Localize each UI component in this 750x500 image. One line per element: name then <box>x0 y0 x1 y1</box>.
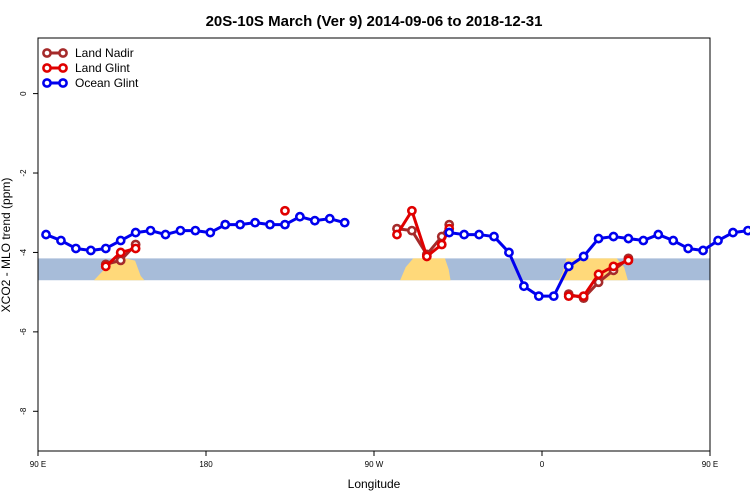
legend-swatch-point <box>58 48 68 58</box>
data-point <box>504 247 514 258</box>
legend-swatch-point <box>42 48 52 58</box>
y-tick-label: -6 <box>19 328 28 336</box>
data-point <box>668 235 679 246</box>
data-point <box>160 229 171 240</box>
data-point <box>100 261 111 272</box>
x-tick-label: 90 W <box>365 460 384 469</box>
series-ocean-glint <box>41 211 750 302</box>
ocean-band <box>38 258 710 281</box>
series-land-glint <box>100 205 634 302</box>
data-point <box>459 229 470 240</box>
data-point <box>406 225 417 236</box>
data-point <box>324 213 335 224</box>
data-point <box>145 225 156 236</box>
data-point <box>280 205 290 216</box>
legend-swatch-point <box>42 63 52 73</box>
data-point <box>70 243 81 254</box>
data-point <box>280 219 290 230</box>
x-axis-label: Longitude <box>348 477 401 491</box>
data-point <box>518 281 529 292</box>
legend-swatch-point <box>58 63 68 73</box>
y-axis-label: XCO2 - MLO trend (ppm) <box>0 178 13 313</box>
data-point <box>421 251 432 262</box>
ocean-land-band <box>38 258 710 281</box>
data-point <box>205 227 216 238</box>
legend-label: Land Nadir <box>75 46 134 60</box>
data-point <box>474 229 484 240</box>
y-tick-label: 0 <box>19 91 28 96</box>
y-tick-label: -2 <box>19 169 28 177</box>
legend-swatch-point <box>42 78 52 88</box>
y-tick-label: -8 <box>19 407 28 415</box>
data-point <box>175 225 186 236</box>
data-point <box>235 219 246 230</box>
data-point <box>220 219 231 230</box>
data-point <box>444 227 455 238</box>
y-axis: 0 -2 -4 -6 -8 <box>19 91 38 415</box>
land-patch <box>94 258 145 281</box>
data-point <box>250 217 260 228</box>
legend-swatch-point <box>58 78 68 88</box>
land-patch <box>400 258 451 281</box>
data-point <box>548 291 559 302</box>
data-point <box>578 291 589 302</box>
data-point <box>698 245 708 256</box>
data-point <box>115 247 126 258</box>
series-layer <box>41 205 750 304</box>
data-point <box>190 225 201 236</box>
legend-label: Land Glint <box>75 61 130 75</box>
data-point <box>563 291 574 302</box>
data-point <box>56 235 66 246</box>
x-tick-label: 180 <box>199 460 213 469</box>
x-tick-label: 90 E <box>702 460 718 469</box>
data-point <box>533 291 544 302</box>
x-axis: 90 E 180 90 W 0 90 E <box>30 451 718 469</box>
data-point <box>608 261 619 272</box>
data-point <box>406 205 417 216</box>
data-point <box>294 211 305 222</box>
x-tick-label: 0 <box>540 460 545 469</box>
data-point <box>623 233 634 244</box>
data-point <box>489 231 499 242</box>
data-point <box>593 233 604 244</box>
data-point <box>130 243 141 254</box>
data-point <box>578 251 589 262</box>
data-point <box>100 243 111 254</box>
data-point <box>593 269 604 280</box>
data-point <box>339 217 350 228</box>
data-point <box>713 235 723 246</box>
chart-title: 20S-10S March (Ver 9) 2014-09-06 to 2018… <box>206 13 543 30</box>
data-point <box>623 255 634 266</box>
data-point <box>728 227 738 238</box>
data-point <box>115 255 126 266</box>
legend-label: Ocean Glint <box>75 76 139 90</box>
data-point <box>309 215 320 226</box>
data-point <box>742 225 750 236</box>
y-tick-label: -4 <box>19 248 28 256</box>
data-point <box>683 243 694 254</box>
data-point <box>85 245 96 256</box>
data-point <box>563 261 574 272</box>
data-point <box>265 219 275 230</box>
data-point <box>130 227 141 238</box>
data-point <box>436 239 447 250</box>
data-point <box>41 229 51 240</box>
data-point <box>608 231 619 242</box>
data-point <box>653 229 664 240</box>
data-point <box>638 235 649 246</box>
data-point <box>115 235 126 246</box>
data-point <box>392 229 402 240</box>
x-tick-label: 90 E <box>30 460 46 469</box>
